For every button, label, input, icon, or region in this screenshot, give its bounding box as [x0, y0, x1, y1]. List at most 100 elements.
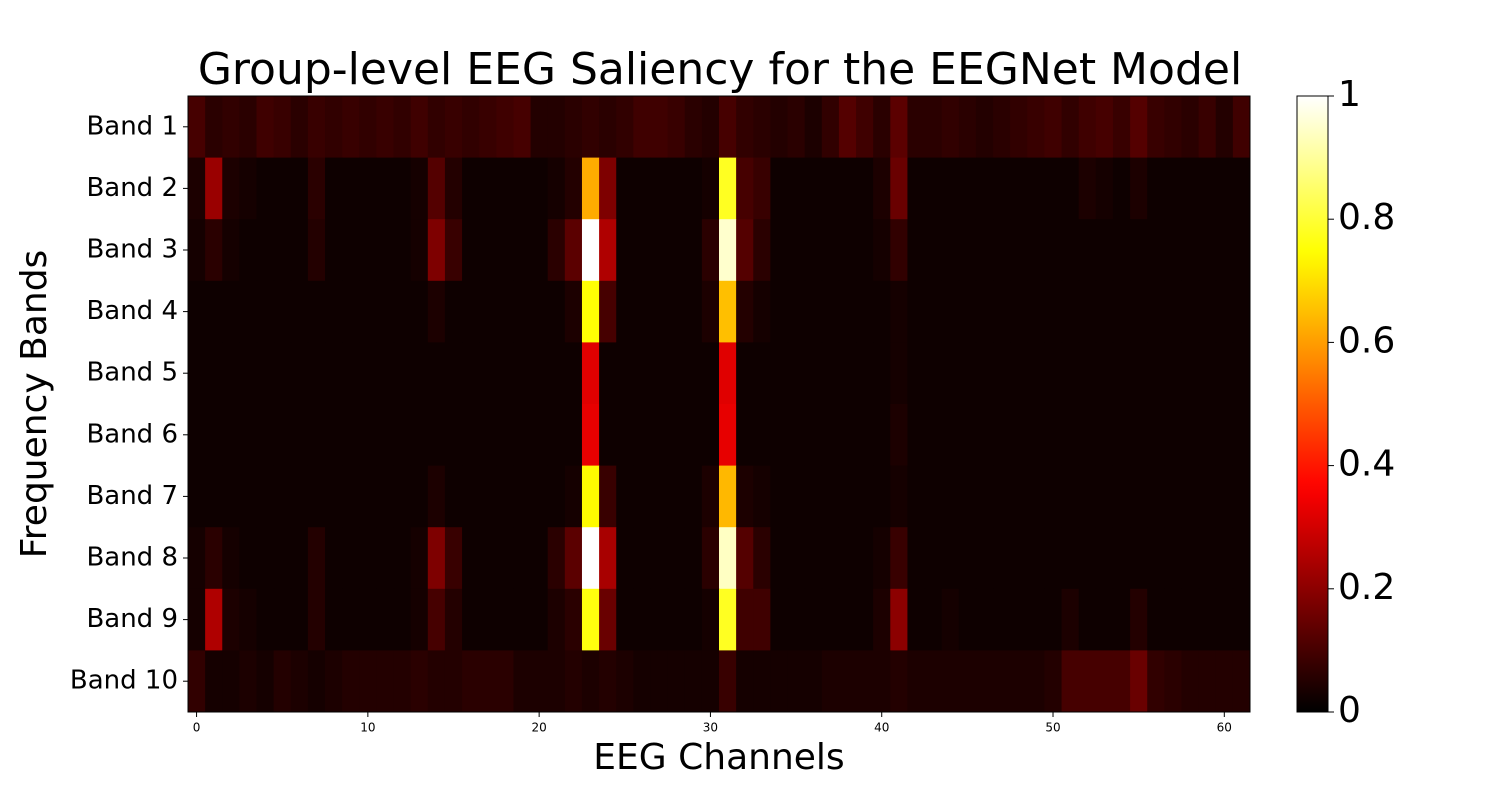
- heatmap-cell: [650, 342, 669, 405]
- heatmap-cell: [342, 280, 360, 343]
- heatmap-cell: [205, 588, 223, 651]
- x-tick-label: 40: [874, 721, 889, 735]
- heatmap-cell: [359, 219, 377, 282]
- heatmap-cell: [719, 96, 737, 159]
- heatmap-cell: [684, 96, 703, 159]
- heatmap-cell: [821, 404, 840, 467]
- heatmap-cell: [975, 404, 994, 467]
- heatmap-cell: [530, 465, 549, 528]
- heatmap-cell: [530, 219, 549, 282]
- heatmap-cell: [1078, 342, 1097, 405]
- heatmap-cell: [1130, 465, 1148, 528]
- heatmap-cell: [427, 157, 446, 220]
- heatmap-cell: [513, 588, 532, 651]
- heatmap-cell: [564, 157, 583, 220]
- heatmap-cell: [958, 527, 977, 590]
- heatmap-cell: [256, 404, 275, 467]
- heatmap-cell: [890, 404, 908, 467]
- heatmap-cell: [1147, 219, 1165, 282]
- heatmap-cell: [239, 96, 258, 159]
- heatmap-cell: [1044, 219, 1063, 282]
- heatmap-cell: [222, 96, 240, 159]
- heatmap-cell: [222, 650, 240, 713]
- heatmap-cell: [701, 527, 720, 590]
- heatmap-cell: [479, 404, 497, 467]
- heatmap-cell: [924, 280, 943, 343]
- heatmap-cell: [873, 342, 891, 405]
- heatmap-cell: [890, 342, 908, 405]
- heatmap-cell: [342, 588, 360, 651]
- heatmap-cell: [821, 527, 840, 590]
- heatmap-cell: [325, 527, 343, 590]
- heatmap-cell: [1061, 588, 1080, 651]
- colorbar-tick-label: 0.2: [1338, 567, 1395, 608]
- heatmap-cell: [736, 404, 754, 467]
- heatmap-cell: [838, 404, 857, 467]
- heatmap-cell: [393, 280, 412, 343]
- heatmap-cell: [1027, 588, 1045, 651]
- heatmap-cell: [975, 96, 994, 159]
- heatmap-cell: [821, 219, 840, 282]
- heatmap-cell: [821, 96, 840, 159]
- y-tick-label: Band 1: [86, 111, 178, 141]
- heatmap-cell: [479, 280, 497, 343]
- heatmap-cell: [1198, 280, 1217, 343]
- heatmap-cell: [770, 219, 789, 282]
- heatmap-cell: [1078, 404, 1097, 467]
- heatmap-cell: [325, 342, 343, 405]
- heatmap-cell: [1044, 280, 1063, 343]
- heatmap-cell: [1198, 650, 1217, 713]
- heatmap-cell: [1061, 96, 1080, 159]
- heatmap-cell: [188, 342, 206, 405]
- heatmap-cell: [753, 96, 771, 159]
- heatmap-cell: [633, 650, 651, 713]
- heatmap-cell: [444, 588, 463, 651]
- heatmap-cell: [787, 96, 806, 159]
- heatmap-cell: [770, 527, 789, 590]
- heatmap-cell: [1027, 527, 1045, 590]
- heatmap-cell: [188, 280, 206, 343]
- heatmap-cell: [719, 465, 737, 528]
- heatmap-cell: [273, 219, 292, 282]
- heatmap-cell: [564, 650, 583, 713]
- heatmap-cell: [873, 280, 891, 343]
- heatmap-cell: [1027, 157, 1045, 220]
- heatmap-cell: [376, 342, 395, 405]
- heatmap-cell: [462, 280, 480, 343]
- heatmap-cell: [736, 465, 754, 528]
- heatmap-cell: [462, 342, 480, 405]
- heatmap-cell: [975, 342, 994, 405]
- heatmap-cell: [616, 342, 634, 405]
- heatmap-cell: [890, 650, 908, 713]
- heatmap-cell: [256, 280, 275, 343]
- chart-title: Group-level EEG Saliency for the EEGNet …: [198, 44, 1242, 95]
- heatmap-cell: [719, 404, 737, 467]
- heatmap-cell: [1044, 650, 1063, 713]
- heatmap-cell: [958, 96, 977, 159]
- heatmap-cell: [770, 404, 789, 467]
- y-tick-label: Band 8: [86, 543, 178, 573]
- heatmap-cell: [599, 588, 617, 651]
- heatmap-cell: [1215, 527, 1234, 590]
- heatmap-cell: [924, 527, 943, 590]
- heatmap-cell: [393, 588, 412, 651]
- heatmap-cell: [838, 527, 857, 590]
- heatmap-cell: [838, 157, 857, 220]
- heatmap-cell: [770, 465, 789, 528]
- heatmap-cell: [410, 465, 429, 528]
- heatmap-cell: [222, 280, 240, 343]
- heatmap-cell: [958, 650, 977, 713]
- heatmap-cell: [719, 342, 737, 405]
- heatmap-cell: [838, 465, 857, 528]
- heatmap-cell: [701, 219, 720, 282]
- heatmap-cell: [239, 404, 258, 467]
- heatmap-cell: [924, 404, 943, 467]
- heatmap-cell: [753, 527, 771, 590]
- heatmap-cell: [393, 650, 412, 713]
- heatmap-cell: [513, 465, 532, 528]
- heatmap-cell: [496, 404, 514, 467]
- heatmap-cell: [993, 588, 1011, 651]
- heatmap-cell: [633, 219, 651, 282]
- heatmap-cell: [1010, 404, 1028, 467]
- heatmap-cell: [941, 588, 960, 651]
